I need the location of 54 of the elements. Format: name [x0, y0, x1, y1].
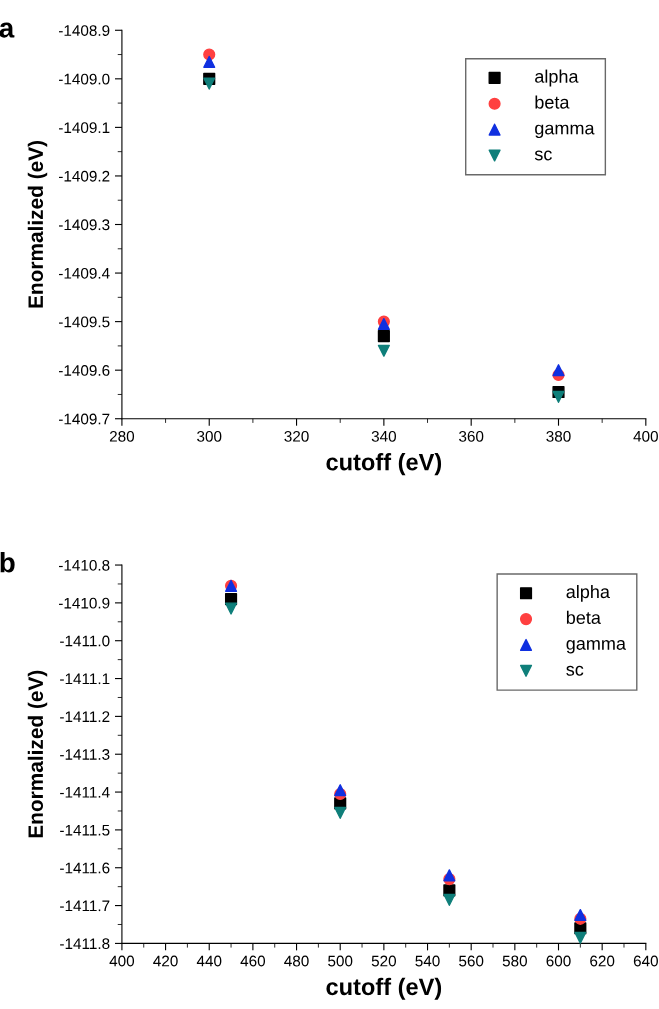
legend-label: gamma [535, 124, 595, 139]
y-tick-label: -1410.8 [58, 559, 110, 571]
x-tick-label: 320 [284, 430, 309, 442]
y-tick-label: -1411.7 [60, 900, 110, 912]
x-tick-label: 520 [371, 955, 397, 967]
y-tick-label: -1411.4 [60, 787, 110, 798]
y-tick-label: -1409.3 [58, 219, 110, 231]
x-tick-label: 460 [240, 955, 266, 967]
x-tick-label: 300 [197, 430, 222, 442]
x-tick-label: 560 [459, 955, 484, 967]
y-tick-label: -1411.1 [60, 673, 110, 685]
y-tick-label: -1410.9 [58, 597, 110, 609]
y-tick-label: -1409.2 [58, 170, 110, 182]
y-axis-title: Enormalized (eV) [27, 141, 48, 308]
legend-label: sc [566, 665, 584, 676]
x-tick-label: 540 [415, 955, 440, 967]
x-tick-label: 420 [153, 955, 178, 967]
x-tick-label: 380 [546, 430, 571, 442]
legend-label: alpha [566, 584, 610, 602]
x-tick-label: 480 [284, 955, 309, 967]
chart-title: a [0, 22, 15, 38]
y-tick-label: -1411.5 [60, 824, 110, 836]
y-tick-label: -1411.0 [60, 635, 110, 647]
y-axis-title: Enormalized (eV) [27, 670, 48, 838]
x-tick-label: 580 [502, 955, 527, 967]
x-tick-label: 600 [546, 955, 571, 967]
legend-label: alpha [535, 69, 579, 87]
y-tick-label: -1411.2 [60, 711, 110, 722]
x-tick-label: 340 [371, 430, 397, 442]
y-tick-label: -1409.7 [58, 413, 110, 425]
y-tick-label: -1409.5 [58, 316, 110, 328]
x-tick-label: 400 [109, 955, 135, 967]
legend-label: gamma [566, 639, 626, 654]
x-tick-label: 640 [633, 955, 658, 967]
y-tick-label: -1409.4 [58, 267, 110, 279]
x-axis-title: cutoff (eV) [326, 453, 442, 476]
legend-label: sc [534, 150, 552, 161]
y-tick-label: -1408.9 [58, 25, 110, 36]
y-tick-label: -1409.0 [58, 73, 110, 85]
x-tick-label: 280 [109, 430, 135, 442]
x-tick-label: 360 [459, 430, 484, 442]
chart-title: b [0, 552, 15, 573]
y-tick-label: -1409.1 [58, 122, 110, 134]
y-tick-label: -1409.6 [58, 365, 110, 376]
y-tick-label: -1411.3 [60, 749, 110, 760]
y-tick-label: -1411.6 [60, 862, 110, 874]
x-tick-label: 400 [633, 430, 658, 442]
x-tick-label: 500 [328, 955, 353, 967]
legend-label: beta [566, 610, 601, 625]
x-axis-title: cutoff (eV) [326, 977, 442, 1000]
x-tick-label: 440 [196, 955, 222, 967]
x-tick-label: 620 [590, 955, 615, 967]
y-tick-label: -1411.8 [60, 938, 110, 950]
legend-label: beta [535, 95, 570, 109]
